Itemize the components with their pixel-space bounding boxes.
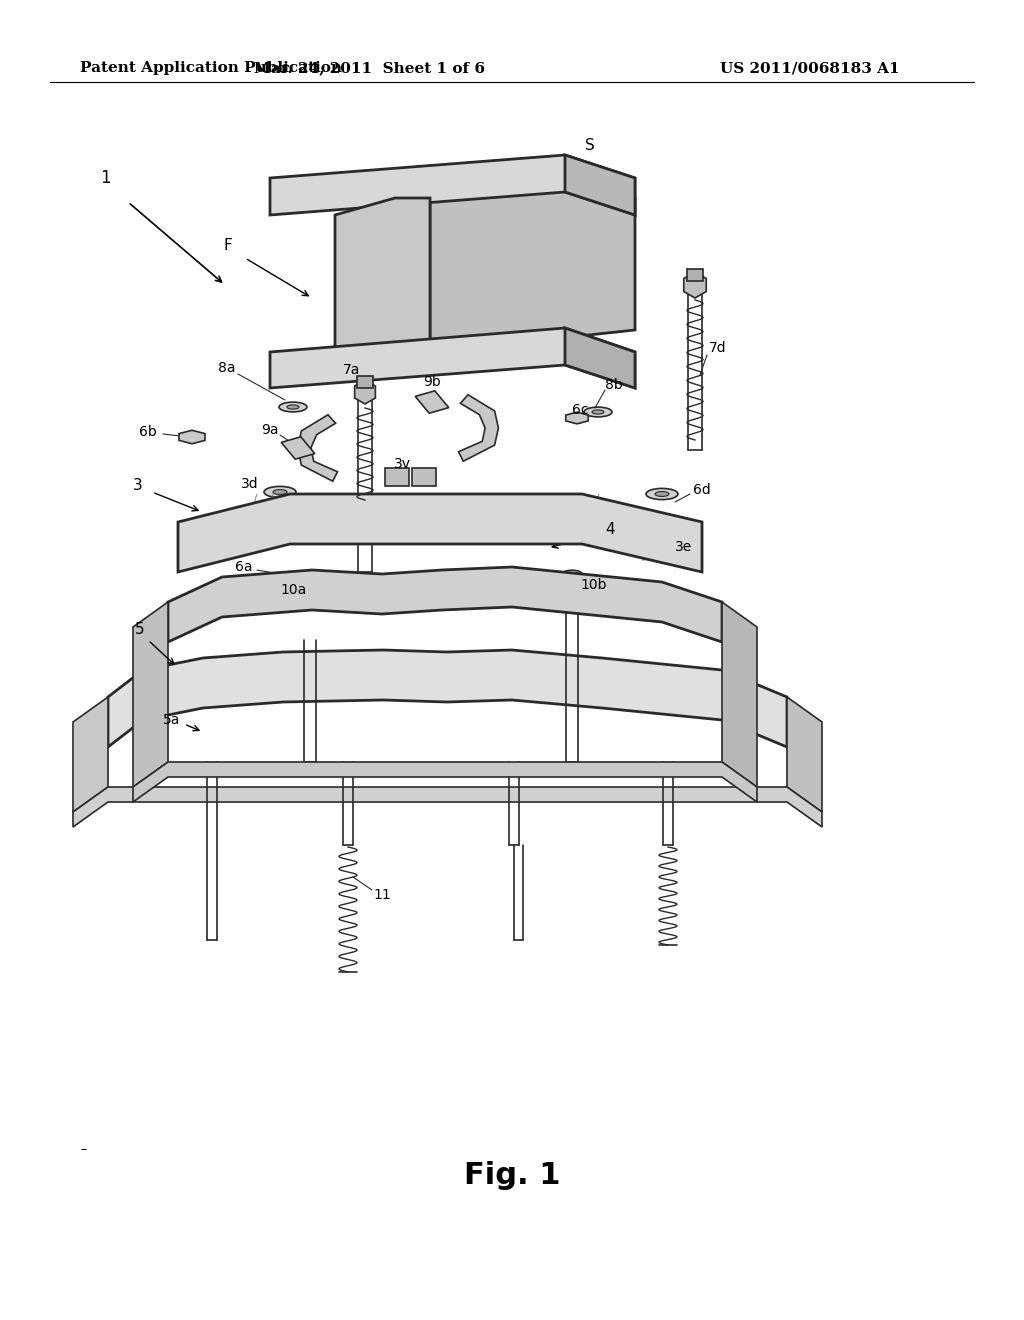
Polygon shape (178, 494, 702, 572)
Text: Mar. 24, 2011  Sheet 1 of 6: Mar. 24, 2011 Sheet 1 of 6 (255, 61, 485, 75)
Text: 7a: 7a (343, 363, 360, 378)
Text: US 2011/0068183 A1: US 2011/0068183 A1 (720, 61, 900, 75)
Ellipse shape (273, 490, 287, 495)
Ellipse shape (592, 411, 604, 414)
Polygon shape (298, 414, 338, 482)
Polygon shape (354, 380, 376, 404)
Bar (385, 469, 409, 486)
Text: 3e: 3e (676, 540, 692, 554)
Text: 1: 1 (100, 169, 111, 187)
Bar (412, 469, 436, 486)
Text: 7d: 7d (710, 341, 727, 355)
Text: –: – (80, 1143, 86, 1156)
Ellipse shape (584, 407, 612, 417)
Polygon shape (168, 568, 722, 642)
Polygon shape (565, 412, 588, 424)
Text: 9a: 9a (261, 422, 279, 437)
Polygon shape (133, 602, 168, 787)
Text: 11: 11 (373, 888, 391, 902)
Ellipse shape (264, 486, 296, 498)
Text: F: F (223, 238, 232, 252)
Polygon shape (270, 327, 635, 388)
Text: Patent Application Publication: Patent Application Publication (80, 61, 342, 75)
Polygon shape (335, 198, 430, 368)
Polygon shape (282, 437, 314, 459)
Ellipse shape (279, 403, 307, 412)
Polygon shape (687, 269, 703, 281)
Text: S: S (585, 137, 595, 153)
Text: 8a: 8a (218, 360, 236, 375)
Ellipse shape (184, 434, 200, 441)
Polygon shape (108, 649, 787, 747)
Text: 9b: 9b (423, 375, 441, 389)
Text: 8b: 8b (605, 378, 623, 392)
Polygon shape (565, 154, 635, 215)
Polygon shape (415, 391, 449, 413)
Polygon shape (722, 602, 757, 787)
Polygon shape (430, 176, 635, 352)
Polygon shape (270, 154, 635, 215)
Polygon shape (357, 376, 373, 388)
Text: 3v: 3v (393, 457, 411, 471)
Ellipse shape (570, 414, 584, 421)
Polygon shape (73, 787, 822, 828)
Ellipse shape (562, 570, 582, 578)
Ellipse shape (646, 488, 678, 499)
Polygon shape (684, 272, 707, 298)
Text: 5a: 5a (163, 713, 180, 727)
Text: 5: 5 (135, 623, 144, 638)
Polygon shape (133, 762, 757, 803)
Text: 6d: 6d (693, 483, 711, 498)
Polygon shape (787, 697, 822, 812)
Ellipse shape (655, 491, 669, 496)
Polygon shape (73, 697, 108, 812)
Text: 4: 4 (605, 523, 614, 537)
Ellipse shape (300, 583, 319, 591)
Text: 10a: 10a (281, 583, 307, 597)
Polygon shape (179, 430, 205, 444)
Text: 10b: 10b (581, 578, 607, 591)
Polygon shape (565, 327, 635, 388)
Text: 6b: 6b (139, 425, 157, 440)
Text: 6c: 6c (571, 403, 588, 417)
Polygon shape (459, 395, 499, 461)
Text: 3d: 3d (242, 477, 259, 491)
Ellipse shape (287, 405, 299, 409)
Text: 3: 3 (133, 479, 143, 494)
Text: Fig. 1: Fig. 1 (464, 1160, 560, 1189)
Text: 6a: 6a (236, 560, 253, 574)
